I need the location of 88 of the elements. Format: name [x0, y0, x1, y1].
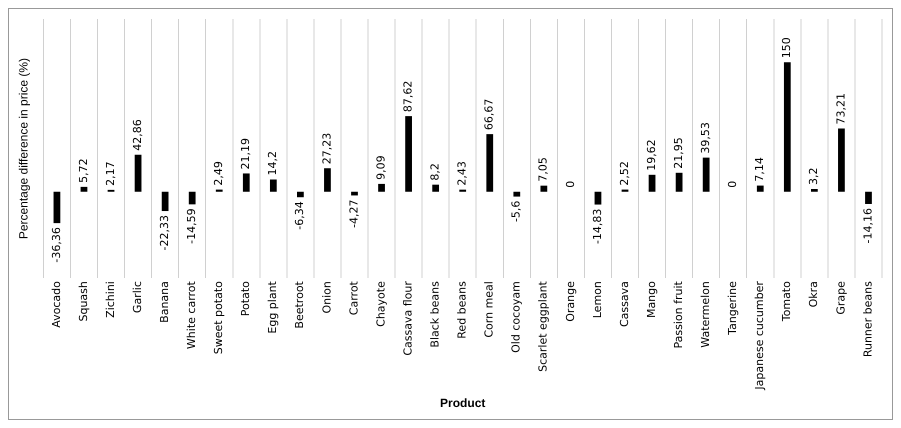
- bar: [756, 186, 764, 192]
- x-tick-label: Corn meal: [482, 281, 496, 338]
- bar: [134, 154, 142, 192]
- bar: [648, 174, 656, 192]
- data-label: 9,09: [374, 155, 388, 180]
- data-label: -5,6: [510, 200, 523, 222]
- x-tick-label: Chayote: [374, 280, 388, 327]
- x-tick-label: Squash: [76, 281, 90, 322]
- x-tick-label: Beetroot: [293, 280, 306, 329]
- bar: [865, 192, 872, 204]
- x-tick-label: Cassava flour: [401, 280, 414, 356]
- data-label: 5,72: [76, 158, 90, 183]
- bar: [594, 192, 602, 205]
- bar: [54, 192, 60, 224]
- x-tick-label: Passion fruit: [672, 280, 685, 348]
- data-label: 87,62: [401, 80, 414, 112]
- bar: [324, 168, 331, 192]
- x-tick-label: Japanese cucumber: [753, 280, 766, 391]
- bar: [540, 186, 548, 192]
- bar: [784, 62, 791, 192]
- bar: [80, 186, 88, 192]
- data-label: 2,52: [618, 161, 631, 186]
- x-tick-label: Runner beans: [861, 280, 874, 358]
- bar: [270, 179, 277, 192]
- bar: [486, 134, 494, 192]
- x-tick-label: Grape: [834, 280, 848, 315]
- bar: [297, 192, 304, 198]
- data-label: 39,53: [699, 122, 712, 154]
- x-tick-label: Sweet potato: [212, 280, 226, 354]
- x-tick-label: White carrot: [185, 280, 198, 350]
- data-label: 7,05: [536, 157, 550, 182]
- x-tick-label: Zichini: [104, 281, 117, 318]
- x-tick-label: Watermelon: [699, 281, 712, 348]
- data-label: 3,2: [807, 167, 820, 185]
- x-tick-label: Potato: [239, 280, 252, 316]
- bar: [702, 158, 710, 192]
- y-axis-title: Percentage difference in price (%): [16, 58, 31, 240]
- data-label: -14,83: [590, 208, 604, 244]
- data-label: 150: [780, 37, 794, 58]
- data-label: 27,23: [320, 132, 334, 164]
- x-tick-label: Lemon: [590, 281, 604, 318]
- data-label: 66,67: [482, 98, 496, 130]
- x-tick-label: Scarlet eggplant: [536, 280, 550, 372]
- x-tick-label: Tangerine: [726, 280, 740, 336]
- data-label: -6,34: [293, 201, 306, 230]
- data-label: 21,19: [239, 138, 252, 170]
- data-label: 42,86: [130, 119, 144, 151]
- bar: [188, 192, 196, 204]
- x-tick-label: Egg plant: [266, 280, 280, 334]
- x-tick-label: Okra: [807, 281, 820, 308]
- data-label: 2,17: [104, 161, 117, 186]
- bar: [378, 184, 385, 192]
- data-label: 21,95: [672, 137, 685, 169]
- bar: [405, 116, 412, 192]
- data-label: 0: [564, 180, 577, 188]
- data-label: 73,21: [834, 93, 848, 125]
- data-label: 19,62: [644, 139, 658, 171]
- data-label: -22,33: [158, 215, 171, 251]
- data-label: 8,2: [428, 163, 442, 181]
- x-tick-label: Old cocoyam: [510, 281, 523, 353]
- data-label: -36,36: [50, 227, 63, 263]
- data-label: 2,49: [212, 161, 226, 186]
- bar: [432, 184, 440, 192]
- data-label: 7,14: [753, 157, 766, 182]
- x-tick-label: Carrot: [347, 280, 360, 316]
- x-axis-title: Product: [440, 396, 486, 410]
- x-tick-label: Cassava: [618, 281, 631, 328]
- bar: [242, 173, 250, 192]
- x-tick-label: Garlic: [130, 281, 144, 314]
- x-tick-label: Red beans: [456, 280, 469, 339]
- bar: [838, 128, 845, 192]
- data-label: 2,43: [456, 161, 469, 186]
- data-label: 14,2: [266, 150, 280, 176]
- x-tick-label: Banana: [158, 281, 171, 323]
- bar: [351, 192, 358, 196]
- x-tick-label: Onion: [320, 281, 334, 314]
- bar: [162, 192, 169, 212]
- x-tick-label: Orange: [564, 280, 577, 322]
- x-tick-label: Black beans: [428, 280, 442, 348]
- bar: [810, 188, 818, 192]
- bar: [676, 172, 682, 192]
- data-label: -14,16: [861, 208, 874, 244]
- x-tick-label: Avocado: [50, 280, 63, 328]
- data-label: -4,27: [347, 199, 360, 228]
- data-label: 0: [726, 180, 740, 188]
- data-label: -14,59: [185, 208, 198, 244]
- x-tick-label: Tomato: [780, 280, 794, 322]
- x-tick-label: Mango: [644, 280, 658, 318]
